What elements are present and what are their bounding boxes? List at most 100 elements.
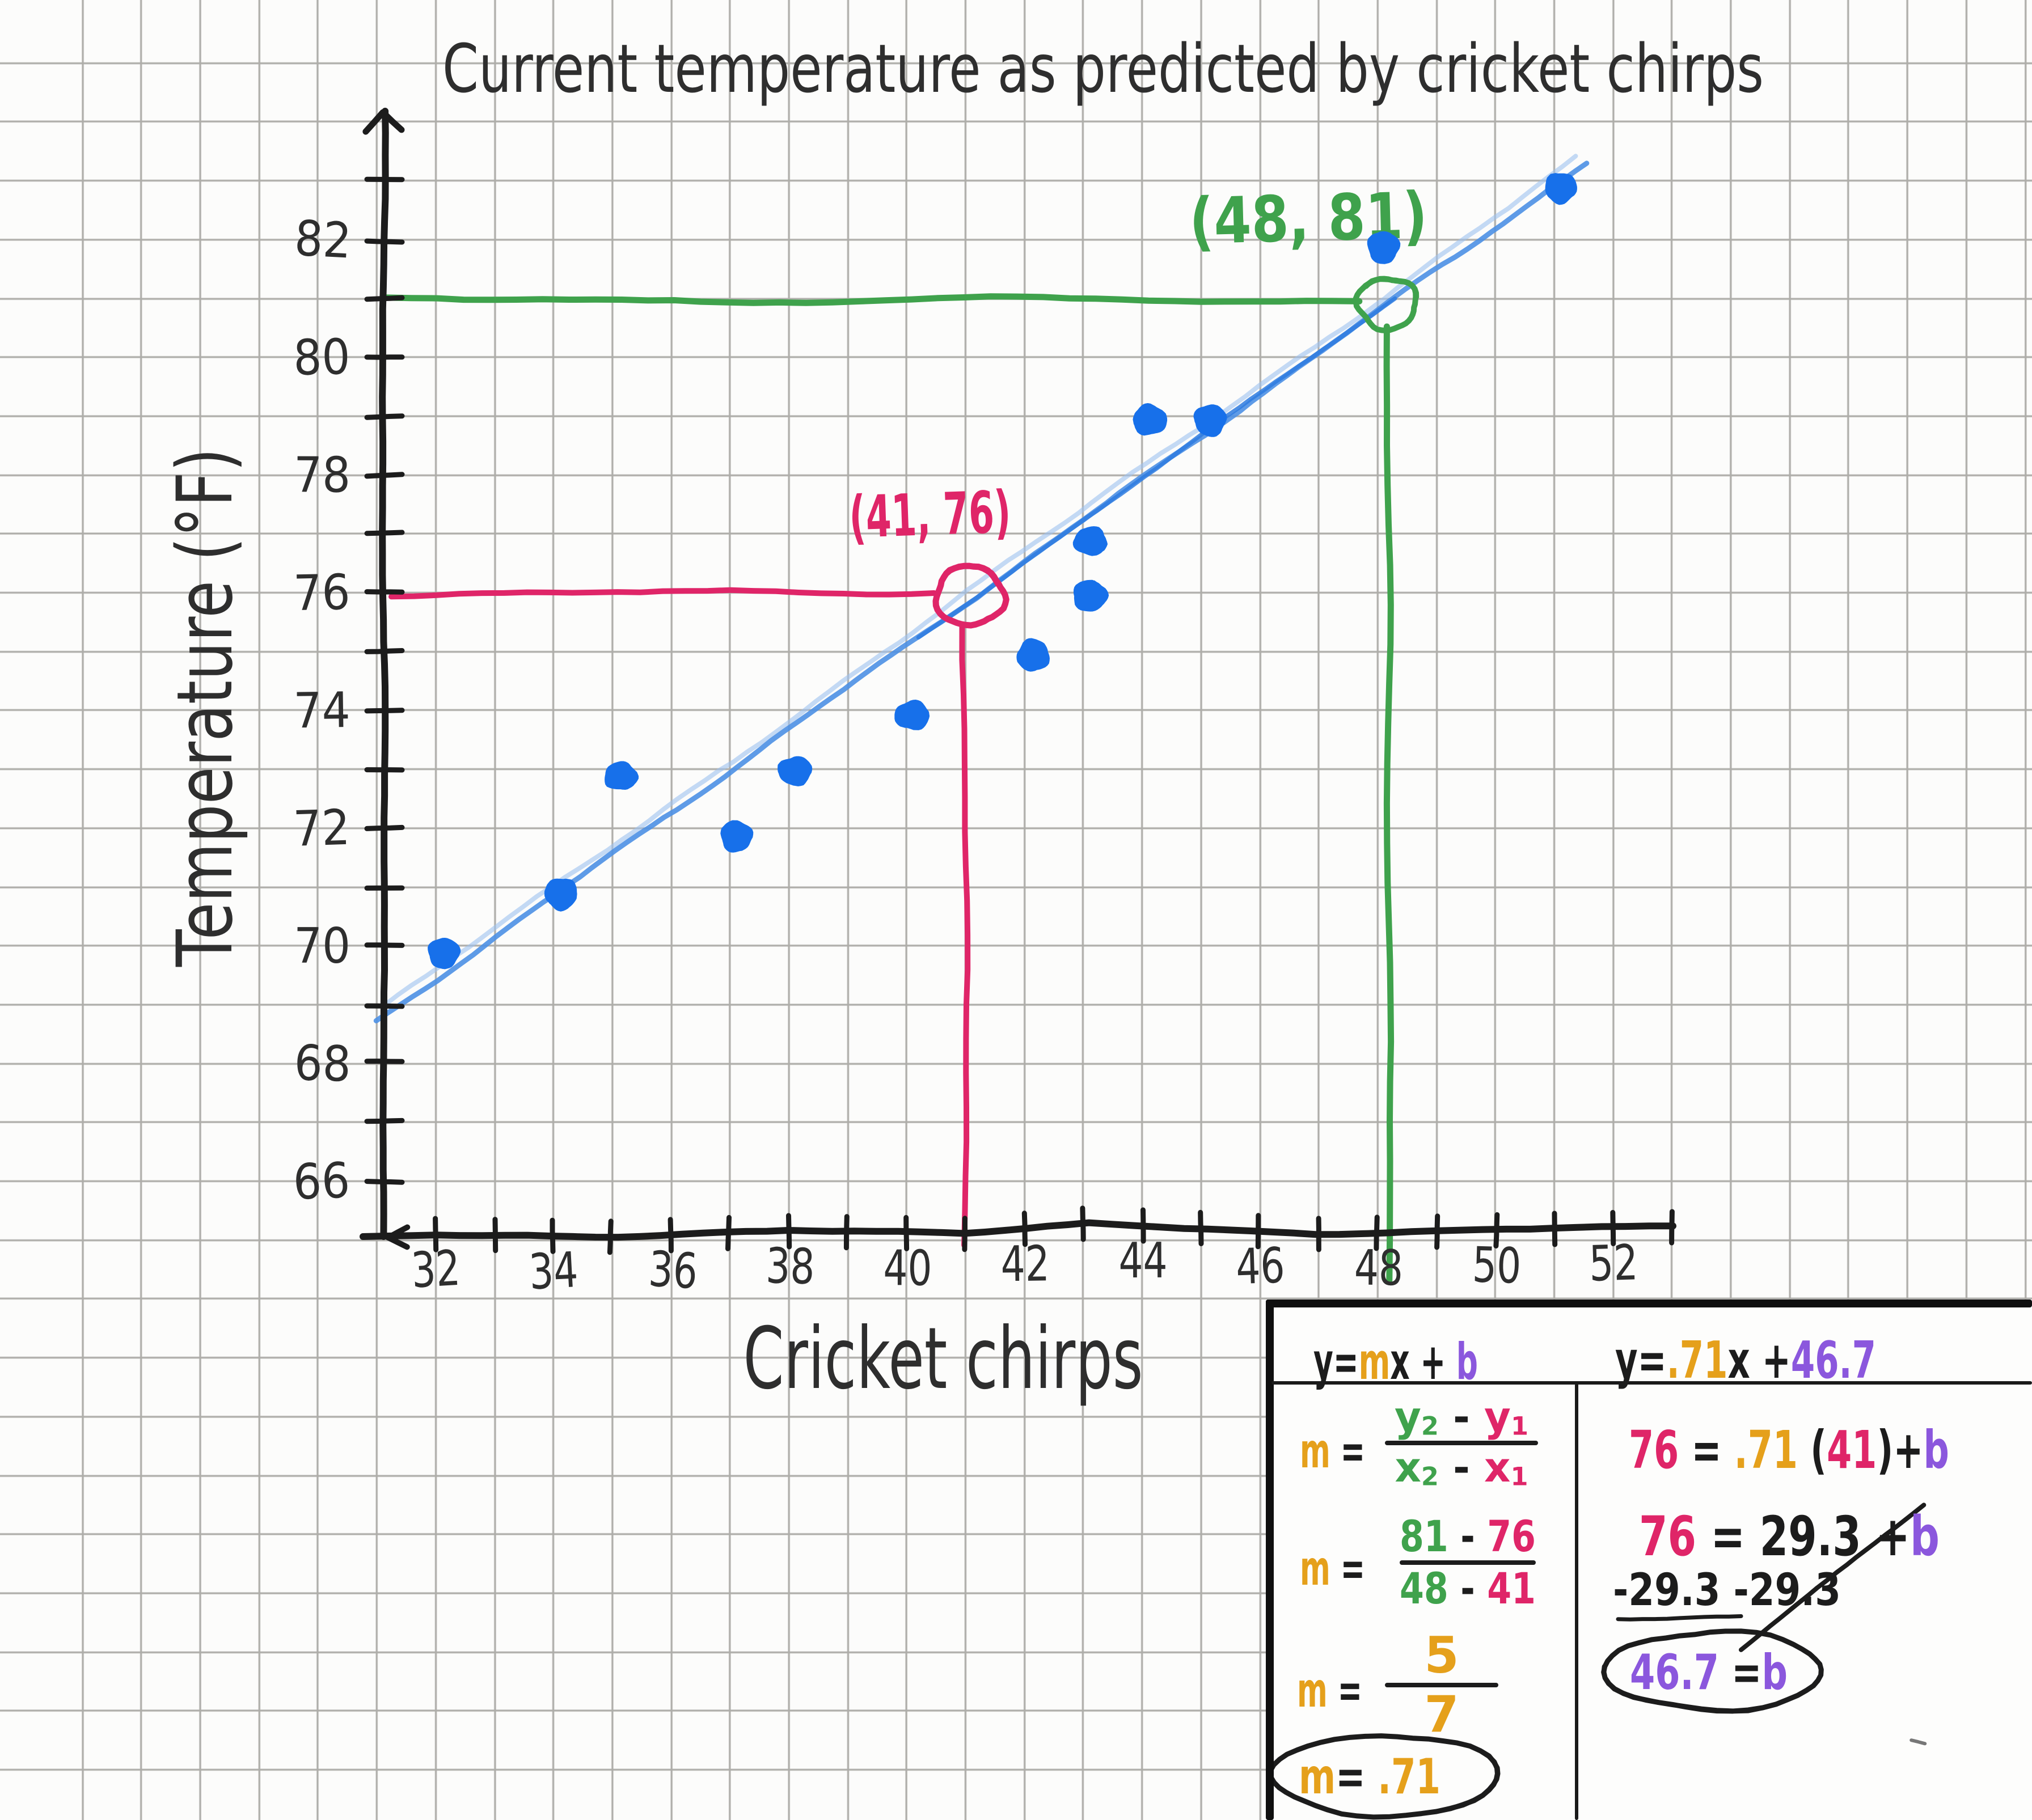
x-tick <box>607 1218 614 1255</box>
chart-title: Current temperature as predicted by cric… <box>442 29 1764 108</box>
slope-formula: y2 - y1 x2 - x1 <box>1385 1395 1538 1492</box>
y-tick <box>364 942 405 948</box>
intercept-result-segment: 46.7 <box>1630 1644 1719 1701</box>
x-tick <box>843 1214 850 1251</box>
x-tick <box>1552 1210 1558 1247</box>
intercept-subtract-line-segment: -29.3 <box>1613 1565 1734 1616</box>
x-tick <box>1021 1210 1028 1247</box>
intercept-substitution: 76 = .71 (41)+b <box>1629 1420 1949 1480</box>
slope-formula-den-segment: - <box>1438 1444 1484 1492</box>
slope-substituted-lhs-segment: m <box>1300 1540 1330 1596</box>
slope-formula-den-segment: 2 <box>1421 1462 1439 1492</box>
y-tick-label: 82 <box>293 210 353 270</box>
x-tick <box>903 1214 910 1251</box>
y-tick <box>364 530 405 536</box>
x-tick <box>1374 1214 1380 1251</box>
trend-line-ghost-stroke <box>382 154 1578 1008</box>
intercept-substitution-segment: = <box>1679 1420 1734 1480</box>
scatter-dot <box>605 761 639 790</box>
y-axis-arrow-right-wing <box>380 109 405 133</box>
x-tick <box>550 1217 556 1254</box>
scatter-dot <box>1133 403 1168 436</box>
intercept-result-segment: b <box>1761 1644 1788 1701</box>
x-tick-label: 32 <box>409 1240 462 1300</box>
y-tick-label: 78 <box>294 447 350 503</box>
slope-formula-num-segment: 1 <box>1510 1411 1528 1441</box>
x-tick-label: 40 <box>883 1240 932 1297</box>
scatter-dot <box>1193 404 1227 437</box>
work-panel-border-top <box>1266 1300 2032 1307</box>
slope-result-segment: = <box>1336 1749 1378 1805</box>
green-vline-48 <box>1383 323 1395 1284</box>
slope-formula-den-segment: 1 <box>1510 1462 1528 1492</box>
equation-template: y=mx + b <box>1313 1332 1478 1391</box>
pink-vline-41 <box>959 623 971 1248</box>
slope-fraction-num-segment: 5 <box>1424 1626 1459 1684</box>
subtraction-underline <box>1616 1614 1743 1622</box>
work-panel: y=mx + b y=.71x +46.7 m = y2 - y1 x2 - x1 m =… <box>1266 1300 2032 1820</box>
equation-solved-segment: 46.7 <box>1790 1331 1877 1390</box>
y-tick <box>364 648 405 654</box>
slope-fraction-lhs-segment: m <box>1297 1662 1328 1718</box>
y-axis-arrow-left-wing <box>362 109 386 135</box>
intercept-substitution-segment: + <box>1893 1420 1924 1480</box>
x-axis-title: Cricket chirps <box>743 1310 1143 1408</box>
intercept-substitution-segment: ( <box>1798 1420 1827 1480</box>
y-tick-label: 80 <box>293 329 350 387</box>
intercept-substitution-segment: 41 <box>1827 1420 1877 1480</box>
intercept-simplified: 76 = 29.3 +b <box>1639 1505 1940 1568</box>
slope-formula-lhs: m = <box>1300 1423 1365 1479</box>
equation-template-segment: x <box>1390 1332 1421 1391</box>
y-tick-label: 72 <box>293 799 351 858</box>
equation-template-segment: b <box>1456 1332 1478 1391</box>
slope-substituted-den-segment: 41 <box>1487 1563 1536 1614</box>
slope-substituted-lhs-segment: = <box>1330 1540 1365 1596</box>
y-tick <box>364 824 405 831</box>
green-circle-48-81 <box>1353 276 1420 333</box>
x-tick <box>1434 1213 1440 1250</box>
y-tick <box>364 1179 405 1185</box>
equation-solved-segment: + <box>1761 1331 1791 1390</box>
slope-substituted-num-segment: 76 <box>1487 1511 1536 1561</box>
scatter-dot <box>1073 579 1109 612</box>
scatter-dot <box>544 878 577 912</box>
y-tick-label: 70 <box>294 918 350 975</box>
scatter-dot <box>1367 231 1401 264</box>
x-axis-line <box>360 1219 1676 1241</box>
slope-fraction-bar <box>1385 1683 1498 1688</box>
slope-substituted: 81 - 76 48 - 41 <box>1400 1514 1536 1611</box>
y-tick <box>364 472 405 479</box>
x-tick-label: 34 <box>527 1242 579 1301</box>
intercept-simplified-segment: 29.3 <box>1759 1505 1861 1568</box>
intercept-simplified-segment: + <box>1861 1505 1910 1568</box>
work-panel-border-left <box>1266 1300 1274 1820</box>
slope-fraction-lhs-segment: = <box>1327 1662 1362 1718</box>
slope-formula-den-segment: x <box>1484 1444 1511 1492</box>
slope-result: m= .71 <box>1299 1749 1440 1805</box>
y-tick <box>364 708 405 714</box>
slope-formula-den-segment: x <box>1395 1444 1421 1492</box>
equation-solved: y=.71x +46.7 <box>1615 1331 1876 1390</box>
slope-fraction-lhs: m = <box>1297 1662 1362 1718</box>
intercept-result-segment: = <box>1718 1644 1762 1701</box>
equation-template-segment: + <box>1420 1332 1456 1391</box>
green-hline-81 <box>381 293 1363 306</box>
y-axis-line <box>379 108 389 1240</box>
scatter-dot <box>894 700 930 730</box>
x-tick-label: 42 <box>1000 1235 1050 1293</box>
slope-formula-num-segment: 2 <box>1421 1411 1439 1441</box>
scatter-dot <box>428 938 461 970</box>
scatter-dot <box>1545 173 1577 205</box>
y-tick <box>364 413 405 420</box>
x-axis-arrow-top-wing <box>385 1224 411 1241</box>
slope-substituted-num-segment: - <box>1448 1511 1488 1561</box>
pink-hline-76 <box>388 587 937 600</box>
x-tick-label: 44 <box>1118 1233 1167 1289</box>
y-axis-title: Temperature (°F) <box>160 448 250 967</box>
equation-template-segment: m <box>1358 1332 1391 1391</box>
x-tick-label: 50 <box>1472 1237 1522 1294</box>
scatter-dot <box>778 756 813 786</box>
y-tick <box>364 176 405 183</box>
x-tick <box>668 1217 674 1254</box>
